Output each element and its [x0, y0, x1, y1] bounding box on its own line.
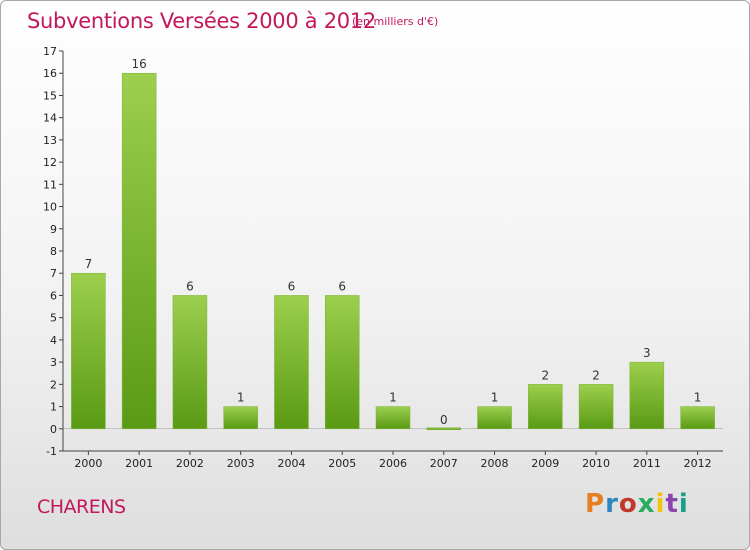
y-tick-label: 0 — [50, 423, 57, 436]
bar-2000 — [71, 272, 106, 430]
value-label-2006: 1 — [389, 391, 397, 405]
bar-2002 — [172, 295, 208, 430]
town-name: CHARENS — [37, 496, 126, 518]
y-tick-label: 8 — [50, 245, 57, 258]
value-label-2005: 6 — [338, 279, 346, 293]
bar-2005 — [324, 295, 360, 430]
chart-title: Subventions Versées 2000 à 2012 — [27, 9, 376, 33]
logo-letter: P — [585, 489, 606, 519]
bar-2009 — [528, 384, 563, 430]
x-tick-label: 2009 — [531, 457, 559, 470]
value-label-2001: 16 — [132, 57, 147, 71]
value-label-2007: 0 — [440, 413, 448, 427]
value-label-2012: 1 — [694, 391, 702, 405]
x-tick-label: 2002 — [176, 457, 204, 470]
bar-2012 — [680, 406, 715, 430]
logo-letter: t — [665, 489, 679, 519]
value-label-2003: 1 — [237, 391, 245, 405]
y-tick-label: 11 — [43, 178, 57, 191]
value-label-2004: 6 — [288, 279, 296, 293]
y-tick-label: 1 — [50, 401, 57, 414]
y-tick-label: 10 — [43, 201, 57, 214]
chart-bars — [71, 72, 715, 431]
x-tick-label: 2012 — [684, 457, 712, 470]
y-tick-label: 2 — [50, 378, 57, 391]
value-label-2002: 6 — [186, 279, 194, 293]
y-tick-label: 13 — [43, 134, 57, 147]
value-label-2010: 2 — [592, 368, 600, 382]
bar-2003 — [223, 406, 258, 430]
proxiti-logo: Proxiti — [585, 489, 689, 519]
value-label-2008: 1 — [491, 391, 499, 405]
bar-2011 — [629, 361, 665, 430]
x-tick-label: 2007 — [430, 457, 458, 470]
chart-subtitle: (en milliers d'€) — [352, 15, 439, 28]
y-tick-label: 16 — [43, 67, 57, 80]
y-tick-label: -1 — [46, 445, 57, 458]
value-label-2000: 7 — [85, 257, 93, 271]
logo-letter: i — [678, 489, 689, 519]
value-label-2009: 2 — [541, 368, 549, 382]
x-tick-label: 2008 — [481, 457, 509, 470]
x-tick-label: 2006 — [379, 457, 407, 470]
y-tick-label: 7 — [50, 267, 57, 280]
y-tick-label: 4 — [50, 334, 57, 347]
bar-2010 — [578, 384, 614, 430]
x-tick-label: 2001 — [125, 457, 153, 470]
x-tick-label: 2000 — [74, 457, 102, 470]
x-tick-label: 2005 — [328, 457, 356, 470]
bar-2004 — [274, 295, 309, 430]
logo-letter: o — [618, 489, 638, 519]
y-tick-label: 14 — [43, 112, 57, 125]
bar-2001 — [121, 72, 157, 430]
y-tick-label: 12 — [43, 156, 57, 169]
bar-2007 — [426, 427, 462, 431]
x-tick-label: 2003 — [227, 457, 255, 470]
bar-2008 — [477, 406, 512, 430]
y-tick-label: 15 — [43, 89, 57, 102]
y-tick-label: 3 — [50, 356, 57, 369]
logo-letter: x — [637, 489, 656, 519]
logo-letter: r — [605, 489, 619, 519]
x-tick-label: 2011 — [633, 457, 661, 470]
logo-letter: i — [655, 489, 666, 519]
y-tick-label: 17 — [43, 45, 57, 58]
y-tick-label: 5 — [50, 312, 57, 325]
y-tick-label: 6 — [50, 289, 57, 302]
x-tick-label: 2004 — [277, 457, 305, 470]
value-label-2011: 3 — [643, 346, 651, 360]
bar-2006 — [375, 406, 411, 430]
y-tick-label: 9 — [50, 223, 57, 236]
x-tick-label: 2010 — [582, 457, 610, 470]
